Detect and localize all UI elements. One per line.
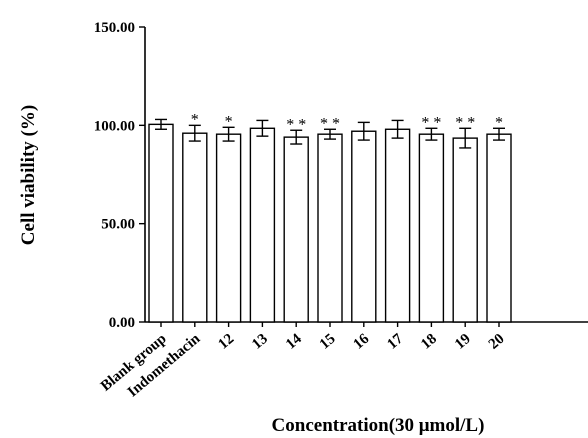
x-tick-label: 20 [486, 331, 508, 353]
significance-marker: * * [286, 116, 306, 133]
error-bar [290, 129, 303, 145]
bar [418, 133, 445, 323]
x-tick-label: 12 [215, 331, 237, 353]
error-bar [493, 127, 505, 141]
y-axis-title: Cell viability (%) [18, 105, 39, 245]
error-bar [459, 127, 472, 149]
x-tick-label: 18 [418, 331, 440, 353]
error-bar [425, 127, 438, 141]
x-tick-label: 16 [351, 330, 373, 352]
significance-marker: * * [421, 114, 441, 131]
bar [317, 133, 343, 323]
bars: * * * * * * * * * * * [148, 111, 512, 323]
error-bar [155, 118, 167, 130]
error-bar [357, 121, 370, 141]
y-tick-label: 150.00 [94, 20, 135, 36]
significance-marker: * [225, 113, 233, 130]
x-axis-title: Concentration(30 μmol/L) [272, 415, 485, 436]
significance-marker: * [191, 111, 199, 128]
x-tick-label: 19 [452, 331, 474, 353]
error-bar [256, 119, 269, 137]
significance-marker: * * [320, 115, 340, 132]
x-tick-label: 13 [249, 331, 271, 353]
significance-marker: * * [455, 114, 475, 131]
significance-marker: * [495, 114, 503, 131]
bar [452, 137, 478, 323]
bar [351, 130, 377, 323]
error-bar [222, 126, 235, 142]
y-ticks: 0.00 50.00 100.00 150.00 [94, 20, 145, 331]
bar [215, 133, 242, 323]
bar [182, 132, 208, 323]
x-tick-label: 14 [283, 330, 305, 352]
error-bar [391, 119, 404, 139]
x-tick-label: 15 [317, 331, 339, 353]
error-bar [324, 128, 336, 140]
error-bar [188, 124, 201, 142]
bar [249, 127, 276, 323]
bar [148, 123, 174, 323]
y-tick-label: 50.00 [101, 217, 135, 233]
bar [486, 133, 512, 323]
bar [283, 136, 309, 323]
x-tick-label: 17 [384, 330, 406, 352]
y-tick-label: 100.00 [94, 118, 135, 134]
bar [384, 128, 411, 323]
y-tick-label: 0.00 [109, 315, 135, 331]
